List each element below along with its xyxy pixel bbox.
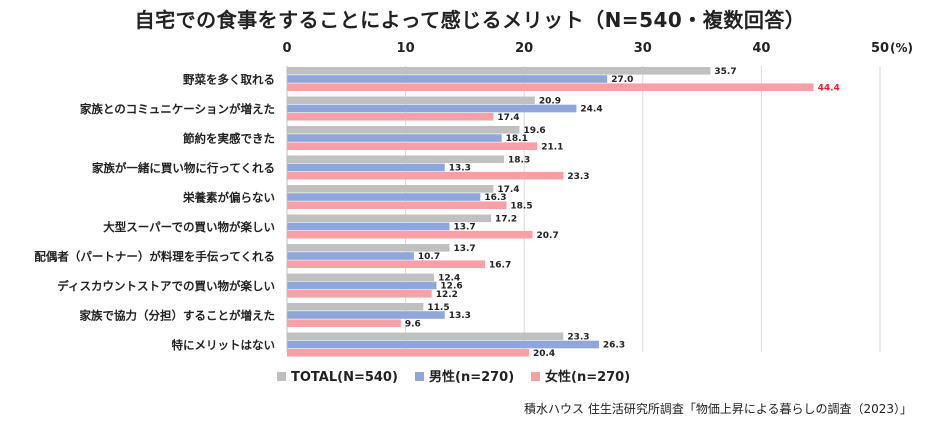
data-label-2-3: 23.3 (567, 172, 589, 182)
bar-1-2 (287, 134, 502, 142)
bar-0-2 (287, 126, 520, 134)
x-tick-label-30: 30 (634, 41, 652, 56)
category-label-4: 栄養素が偏らない (182, 190, 275, 204)
data-label-1-9: 26.3 (603, 341, 625, 351)
source-note: 積水ハウス 住生活研究所調査「物価上昇による暮らしの調査（2023）」 (524, 402, 912, 416)
data-label-1-0: 27.0 (611, 75, 633, 85)
bar-2-2 (287, 142, 538, 150)
data-label-2-1: 17.4 (497, 113, 519, 123)
bar-2-1 (287, 112, 494, 121)
x-tick-label-20: 20 (515, 41, 533, 56)
bar-1-7 (287, 281, 437, 290)
x-tick-label-10: 10 (397, 41, 415, 56)
x-tick-label-40: 40 (752, 41, 770, 56)
data-label-0-5: 17.2 (495, 215, 517, 225)
bar-1-1 (287, 104, 577, 113)
bar-2-8 (287, 319, 401, 327)
data-label-0-4: 17.4 (497, 185, 519, 195)
data-label-0-7: 12.4 (438, 274, 460, 284)
legend-label-0: TOTAL(N=540) (291, 370, 398, 385)
data-label-0-1: 20.9 (539, 97, 561, 107)
category-label-9: 特にメリットはない (172, 338, 276, 352)
data-label-1-3: 13.3 (449, 164, 471, 174)
data-label-1-8: 13.3 (449, 311, 471, 321)
data-label-0-0: 35.7 (714, 67, 736, 77)
data-label-2-0: 44.4 (818, 83, 840, 93)
bar-2-9 (287, 348, 529, 357)
data-label-0-8: 11.5 (427, 303, 449, 313)
legend-swatch-2 (531, 372, 540, 381)
category-label-1: 家族とのコミュニケーションが増えた (80, 102, 275, 116)
data-label-1-7: 12.6 (440, 282, 462, 292)
bar-1-4 (287, 193, 481, 201)
x-tick-label-50: 50 (871, 41, 889, 56)
chart-title: 自宅での食事をすることによって感じるメリット（N=540・複数回答） (134, 8, 806, 32)
bar-0-3 (287, 155, 505, 164)
data-label-1-6: 10.7 (418, 252, 440, 262)
legend-swatch-1 (415, 372, 424, 381)
bar-1-0 (287, 75, 608, 83)
bar-0-4 (287, 185, 494, 193)
bar-1-5 (287, 222, 450, 231)
bar-1-3 (287, 163, 445, 172)
data-label-0-9: 23.3 (567, 333, 589, 343)
category-label-0: 野菜を多く取れる (183, 72, 275, 86)
data-label-2-2: 21.1 (541, 142, 563, 152)
category-label-3: 家族が一緒に買い物に行ってくれる (92, 161, 275, 175)
data-label-1-5: 13.7 (453, 223, 475, 233)
bar-0-7 (287, 273, 435, 282)
data-label-2-8: 9.6 (405, 319, 421, 329)
legend-label-2: 女性(n=270) (545, 369, 630, 385)
category-label-7: ディスカウントストアでの買い物が楽しい (57, 279, 275, 293)
data-label-1-4: 16.3 (484, 193, 506, 203)
data-label-0-2: 19.6 (523, 126, 545, 136)
bar-0-0 (287, 67, 711, 75)
data-label-0-3: 18.3 (508, 156, 530, 166)
x-tick-label-0: 0 (282, 41, 291, 56)
category-label-2: 節約を実感できた (182, 131, 275, 145)
data-label-0-6: 13.7 (453, 244, 475, 254)
bar-1-8 (287, 311, 445, 319)
bar-2-7 (287, 289, 432, 298)
bar-1-9 (287, 340, 599, 349)
data-label-2-4: 18.5 (510, 201, 532, 211)
legend-swatch-0 (277, 372, 286, 381)
bar-1-6 (287, 252, 414, 260)
bar-2-3 (287, 171, 564, 180)
bar-2-4 (287, 201, 507, 209)
bar-2-6 (287, 260, 486, 268)
category-label-5: 大型スーパーでの買い物が楽しい (103, 220, 275, 234)
category-label-6: 配偶者（パートナー）が料理を手伝ってくれる (34, 249, 275, 263)
bar-0-1 (287, 96, 535, 105)
bar-2-5 (287, 230, 533, 239)
bar-0-6 (287, 244, 450, 252)
category-label-8: 家族で協力（分担）することが増えた (80, 308, 276, 322)
bar-0-9 (287, 332, 564, 341)
bar-0-8 (287, 303, 424, 311)
legend-label-1: 男性(n=270) (429, 369, 514, 385)
x-unit-label: (%) (890, 41, 913, 55)
data-label-2-5: 20.7 (537, 231, 559, 241)
data-label-2-6: 16.7 (489, 260, 511, 270)
data-label-2-7: 12.2 (436, 290, 458, 300)
data-label-1-1: 24.4 (580, 105, 602, 115)
bar-0-5 (287, 214, 491, 223)
data-label-2-9: 20.4 (533, 349, 555, 359)
data-label-1-2: 18.1 (506, 134, 528, 144)
bar-2-0 (287, 83, 814, 91)
